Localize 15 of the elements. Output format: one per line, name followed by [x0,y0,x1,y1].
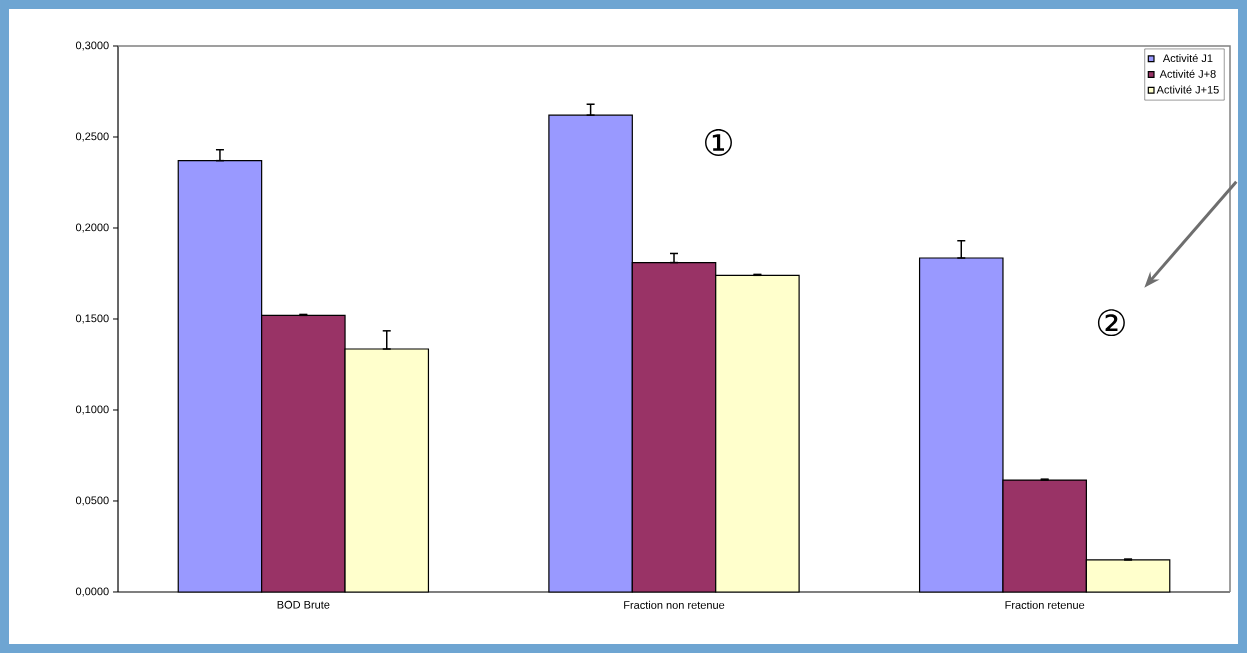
y-tick-label: 0,1000 [75,405,109,415]
legend-label: Activité J1 [1162,53,1213,63]
y-tick-label: 0,3000 [75,41,109,51]
y-tick-label: 0,1500 [75,314,109,324]
y-tick-label: 0,2000 [75,223,109,233]
annotation: ① [705,128,732,156]
y-tick-label: 0,0500 [75,496,109,506]
x-tick-label: Fraction non retenue [624,600,725,609]
annotation: ② [1097,309,1125,337]
legend-label: Activité J+15 [1156,85,1219,94]
y-tick-label: 0,2500 [75,132,109,142]
x-tick-label: BOD Brute [277,600,330,609]
legend-label: Activité J+8 [1159,69,1216,78]
y-tick-label: 0,0000 [75,587,109,597]
x-tick-label: Fraction retenue [1005,600,1085,609]
